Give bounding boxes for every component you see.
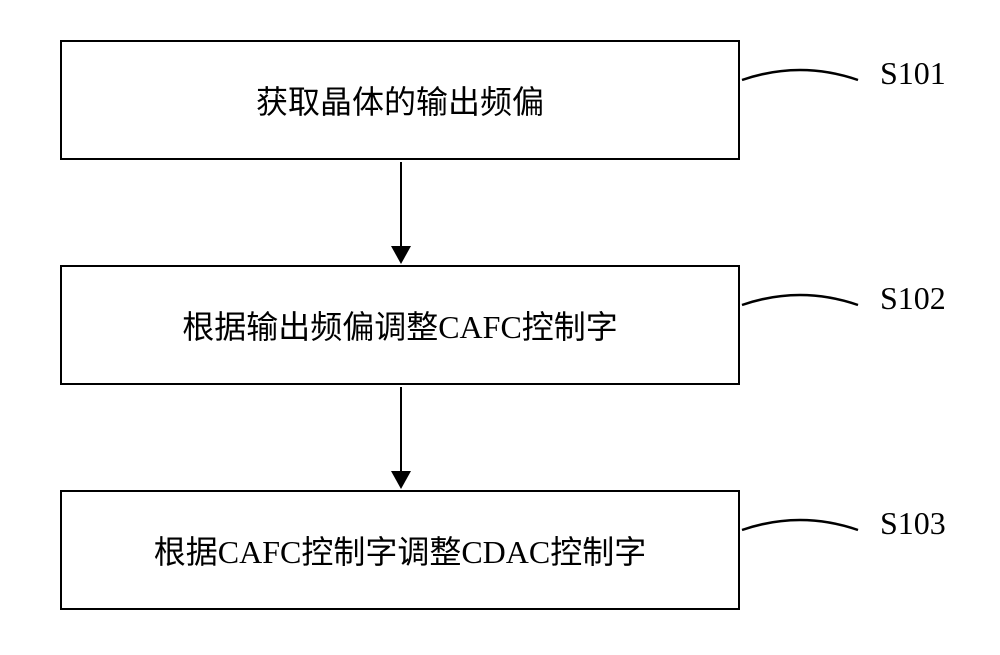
- flowchart-arrow: [400, 387, 402, 487]
- connector-curve: [0, 0, 1000, 655]
- flowchart-arrow: [400, 162, 402, 262]
